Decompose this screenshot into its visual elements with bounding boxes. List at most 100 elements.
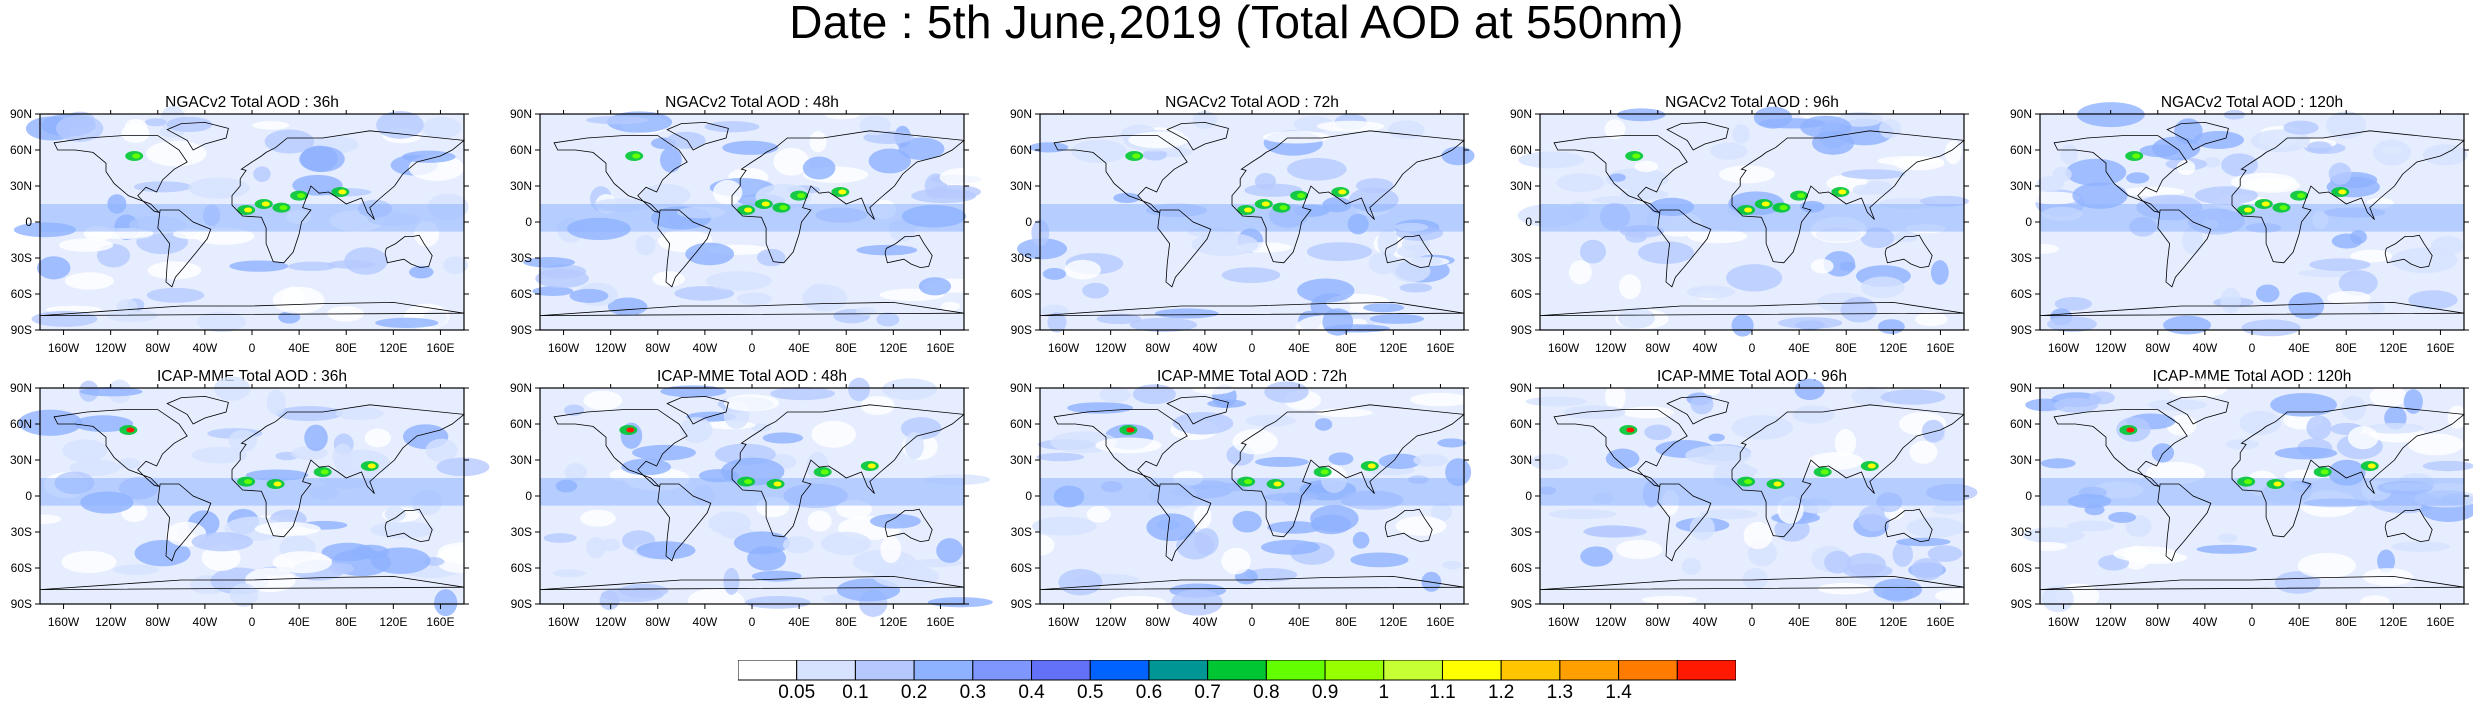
aod-patch — [292, 174, 343, 196]
aod-patch — [2297, 552, 2357, 579]
aod-patch — [1264, 381, 1309, 403]
coastline — [231, 130, 466, 264]
lon-tick-label: 0 — [2249, 615, 2256, 629]
aod-patch — [782, 536, 814, 554]
aod-patch — [1742, 568, 1768, 590]
lon-tick-label: 80W — [1145, 341, 1170, 355]
aod-hotspot-core — [838, 189, 847, 195]
lon-tick-label: 120E — [2379, 341, 2407, 355]
colorbar-box — [1559, 660, 1620, 681]
aod-hotspot-core — [1279, 205, 1288, 211]
aod-patch — [918, 277, 952, 296]
aod-hotspot-core — [1338, 189, 1347, 195]
aod-patch — [713, 179, 743, 205]
lon-tick-label: 0 — [749, 615, 756, 629]
aod-hotspot-core — [797, 193, 806, 199]
aod-patch — [1194, 528, 1219, 556]
aod-patch — [666, 131, 706, 149]
coastline — [2166, 395, 2229, 425]
coastline — [553, 135, 688, 214]
aod-patch — [619, 583, 669, 598]
lon-tick-label: 80W — [145, 341, 170, 355]
aod-hotspot-core — [626, 427, 635, 433]
aod-hotspot-core — [320, 469, 329, 475]
colorbar-label: 1.4 — [1605, 682, 1632, 700]
aod-patch — [1794, 378, 1825, 401]
lat-tick-label: 90N — [1510, 381, 1532, 395]
aod-patch — [2391, 541, 2451, 552]
lat-tick-label: 30N — [1510, 179, 1532, 193]
aod-patch — [1605, 448, 1640, 469]
coastline — [39, 301, 465, 316]
aod-patch — [1699, 508, 1758, 520]
lat-tick-label: 30N — [510, 179, 532, 193]
aod-patch — [1413, 453, 1449, 467]
aod-patch — [113, 564, 160, 576]
aod-hotspot-core — [2126, 427, 2135, 433]
aod-hotspot-core — [1867, 463, 1876, 469]
aod-patch — [2377, 549, 2396, 573]
aod-patch — [1617, 307, 1655, 329]
aod-hotspot-core — [2297, 193, 2306, 199]
aod-hotspot-core — [779, 205, 788, 211]
aod-patch — [2022, 527, 2085, 544]
lon-tick-label: 160E — [1926, 341, 1954, 355]
aod-patch — [2288, 292, 2325, 320]
aod-patch — [2328, 162, 2352, 185]
aod-patch — [745, 596, 811, 609]
aod-patch — [1556, 173, 1605, 193]
lon-tick-label: 160E — [926, 341, 954, 355]
lon-tick-label: 80W — [645, 341, 670, 355]
aod-patch — [685, 242, 735, 266]
aod-patch — [569, 288, 609, 303]
aod-patch — [1732, 124, 1750, 144]
aod-patch — [1702, 383, 1721, 396]
aod-patch — [2325, 111, 2367, 140]
coastline — [2039, 301, 2465, 316]
lon-tick-label: 80E — [1836, 341, 1857, 355]
aod-patch — [674, 286, 735, 301]
aod-map: 90N 60N 30N 0 30S 60S 90S 160W 120W 80W 40W 0 40E 80E… — [1010, 107, 1475, 355]
aod-patch — [436, 457, 490, 477]
lon-tick-label: 160E — [426, 341, 454, 355]
aod-patch — [1860, 227, 1895, 249]
aod-patch — [1930, 260, 1949, 285]
aod-patch — [2225, 439, 2259, 450]
aod-colorbar: 0.05 0.1 0.2 0.3 0.4 0.5 0.6 0.7 0.8 0.9 1 1.1 1.2 1.… — [738, 660, 1736, 700]
lon-tick-label: 120E — [879, 615, 907, 629]
aod-patch — [1099, 386, 1131, 403]
aod-patch — [146, 287, 205, 303]
aod-patch — [55, 115, 104, 142]
aod-hotspot-core — [367, 463, 376, 469]
aod-patch — [335, 406, 384, 421]
panel-title: NGACv2 Total AOD : 48h — [665, 94, 839, 111]
aod-patch — [2182, 226, 2203, 255]
aod-patch — [564, 463, 587, 481]
panel-title: NGACv2 Total AOD : 120h — [2160, 94, 2344, 111]
aod-patch — [1350, 552, 1409, 568]
aod-patch — [1731, 415, 1793, 440]
panel-title: ICAP-MME Total AOD : 48h — [656, 368, 848, 385]
aod-patch — [2223, 109, 2246, 120]
aod-patch — [723, 567, 740, 595]
aod-patch — [1839, 261, 1856, 272]
aod-patch — [1191, 232, 1259, 257]
aod-patch — [680, 416, 713, 443]
coastline — [166, 395, 229, 425]
lon-tick-label: 0 — [2249, 341, 2256, 355]
aod-patch — [245, 567, 296, 593]
coastline — [2053, 135, 2188, 214]
lon-tick-label: 40W — [2193, 341, 2218, 355]
aod-patch — [272, 551, 333, 574]
aod-patch — [762, 432, 804, 444]
coastline — [657, 483, 712, 562]
aod-patch — [2077, 102, 2145, 128]
aod-patch — [882, 378, 938, 401]
aod-patch — [2126, 172, 2150, 184]
aod-hotspot-core — [1244, 207, 1253, 213]
aod-patch — [121, 123, 150, 144]
aod-patch — [1146, 513, 1196, 542]
aod-hotspot-core — [1820, 469, 1829, 475]
colorbar-label: 0.2 — [901, 682, 927, 700]
aod-patch — [1880, 389, 1946, 405]
